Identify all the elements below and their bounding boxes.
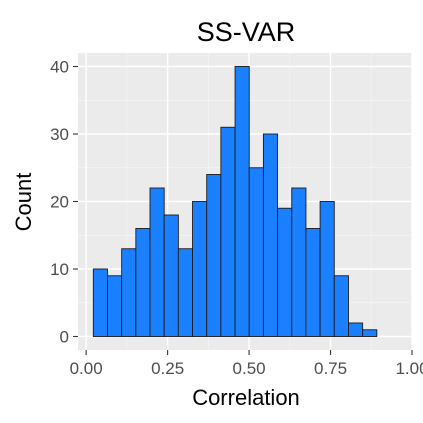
- histogram-bar: [192, 201, 208, 337]
- y-tick-label: 30: [50, 125, 69, 144]
- histogram-bar: [305, 228, 321, 337]
- y-tick-label: 0: [60, 328, 69, 347]
- histogram-bar: [107, 275, 123, 337]
- histogram-bar: [333, 275, 349, 337]
- x-tick-label: 0.00: [70, 359, 103, 378]
- histogram-bar: [220, 126, 236, 337]
- y-tick-label: 10: [50, 260, 69, 279]
- y-tick-label: 40: [50, 58, 69, 77]
- histogram-bar: [121, 248, 137, 337]
- histogram-bar: [248, 167, 264, 337]
- x-tick-label: 0.25: [151, 359, 184, 378]
- histogram-bar: [362, 329, 378, 337]
- histogram-bar: [135, 228, 151, 337]
- histogram-bar: [92, 268, 108, 337]
- histogram-bar: [177, 248, 193, 337]
- y-axis: 0 10 20 30 40: [50, 58, 78, 347]
- x-tick-label: 0.75: [314, 359, 347, 378]
- histogram-bar: [277, 207, 293, 337]
- histogram-bar: [348, 322, 364, 337]
- histogram-bar: [163, 214, 179, 337]
- x-tick-label: 0.50: [233, 359, 266, 378]
- x-tick-label: 1.00: [395, 359, 423, 378]
- histogram-bar: [262, 133, 279, 337]
- x-axis: 0.00 0.25 0.50 0.75 1.00: [70, 350, 423, 378]
- histogram-bar: [319, 201, 335, 337]
- bars: [92, 66, 378, 337]
- chart-title: SS-VAR: [197, 17, 296, 47]
- histogram-bar: [291, 187, 307, 337]
- histogram-bar: [234, 66, 250, 337]
- y-tick-label: 20: [50, 193, 69, 212]
- y-axis-title: Count: [11, 173, 36, 232]
- x-axis-title: Correlation: [192, 385, 300, 410]
- histogram-bar: [149, 187, 165, 337]
- histogram-bar: [206, 174, 222, 337]
